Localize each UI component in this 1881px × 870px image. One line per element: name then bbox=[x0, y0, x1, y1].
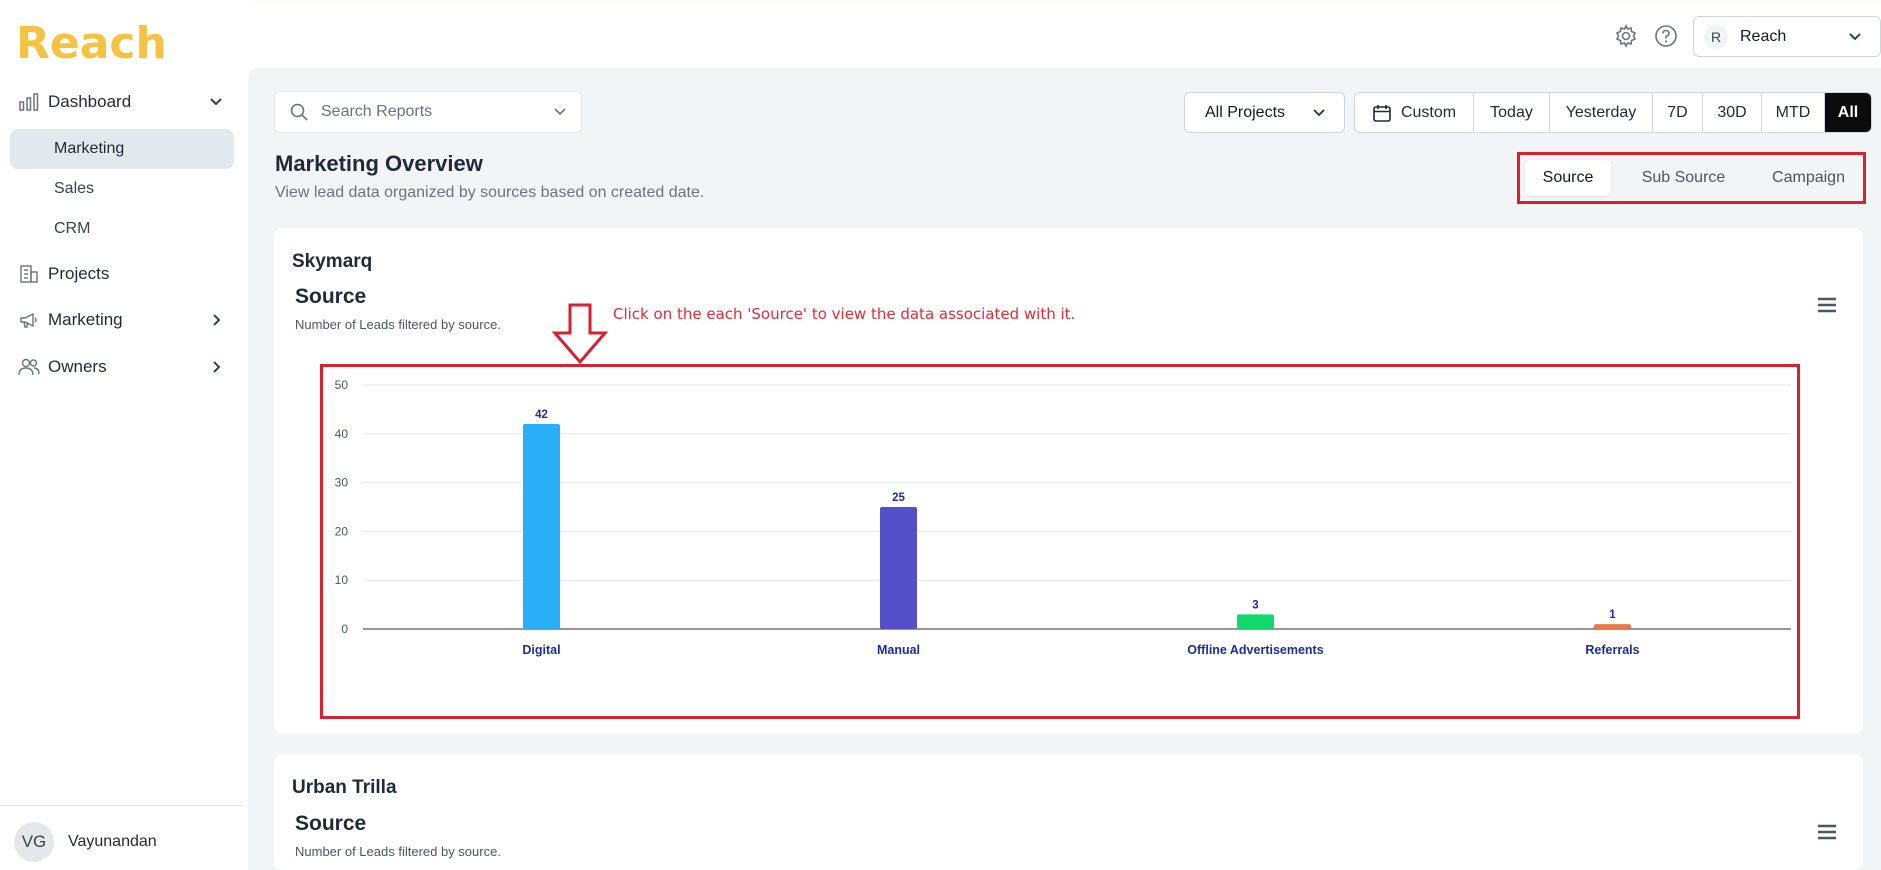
chart-subtitle: Number of Leads filtered by source. bbox=[295, 317, 501, 332]
project-select[interactable]: All Projects bbox=[1184, 92, 1345, 133]
sidebar-item-label: Marketing bbox=[48, 310, 123, 329]
tab-campaign[interactable]: Campaign bbox=[1772, 169, 1845, 186]
sidebar-item-dashboard[interactable]: Dashboard bbox=[18, 84, 233, 120]
sidebar: Reach Dashboard Marketing Sales CRM Proj… bbox=[0, 0, 248, 870]
chevron-down-icon bbox=[1312, 105, 1326, 126]
y-tick-label: 0 bbox=[341, 622, 348, 636]
project-name: Skymarq bbox=[292, 251, 373, 272]
chevron-down-icon bbox=[1848, 29, 1862, 50]
y-tick-label: 10 bbox=[335, 573, 349, 587]
bar[interactable] bbox=[880, 507, 917, 629]
page-subtitle: View lead data organized by sources base… bbox=[275, 184, 705, 201]
search-placeholder: Search Reports bbox=[321, 103, 433, 120]
chevron-right-icon bbox=[209, 358, 225, 376]
sidebar-subitem-crm[interactable]: CRM bbox=[54, 220, 91, 237]
date-range-selector: Custom Today Yesterday 7D 30D MTD All bbox=[1354, 92, 1872, 133]
data-label: 3 bbox=[1252, 599, 1258, 611]
building-icon bbox=[18, 263, 40, 285]
sidebar-item-marketing[interactable]: Marketing bbox=[18, 302, 233, 338]
range-mtd[interactable]: MTD bbox=[1762, 93, 1825, 132]
data-label: 25 bbox=[892, 492, 905, 504]
account-switcher[interactable]: R Reach bbox=[1693, 16, 1881, 57]
range-today[interactable]: Today bbox=[1474, 93, 1550, 132]
bar[interactable] bbox=[1594, 624, 1631, 629]
tab-source[interactable]: Source bbox=[1525, 160, 1611, 196]
range-label: Custom bbox=[1400, 103, 1457, 121]
range-custom[interactable]: Custom bbox=[1355, 93, 1474, 132]
bar[interactable] bbox=[1237, 614, 1274, 629]
sidebar-item-label: Dashboard bbox=[48, 92, 132, 111]
y-tick-label: 40 bbox=[335, 427, 349, 441]
search-input[interactable]: Search Reports bbox=[274, 91, 582, 133]
view-tabs: Source Sub Source Campaign bbox=[1517, 152, 1866, 204]
y-tick-label: 20 bbox=[335, 524, 349, 538]
sidebar-subitem-marketing[interactable]: Marketing bbox=[10, 129, 234, 169]
account-name: Reach bbox=[1740, 27, 1787, 45]
range-yesterday[interactable]: Yesterday bbox=[1550, 93, 1653, 132]
bar-chart: 0 10 20 30 40 50 42 Digital 25 Manual 3 Offline Adv… bbox=[335, 378, 1791, 657]
x-tick-label[interactable]: Referrals bbox=[1585, 643, 1639, 657]
x-tick-label[interactable]: Digital bbox=[522, 643, 560, 657]
users-icon bbox=[18, 356, 40, 378]
app-logo[interactable]: Reach bbox=[16, 18, 167, 69]
sidebar-item-owners[interactable]: Owners bbox=[18, 349, 233, 385]
project-name: Urban Trilla bbox=[292, 777, 397, 798]
sidebar-subitem-sales[interactable]: Sales bbox=[54, 180, 95, 197]
calendar-icon bbox=[1372, 103, 1392, 123]
range-all[interactable]: All bbox=[1825, 93, 1871, 132]
data-label: 42 bbox=[535, 409, 548, 421]
bar[interactable] bbox=[523, 424, 560, 629]
megaphone-icon bbox=[18, 309, 40, 331]
chart-menu-icon[interactable] bbox=[1816, 296, 1838, 314]
account-avatar: R bbox=[1704, 24, 1728, 49]
data-label: 1 bbox=[1609, 609, 1616, 621]
chart-annotation: Click on the each 'Source' to view the d… bbox=[613, 305, 1076, 323]
chevron-right-icon bbox=[209, 311, 225, 329]
range-7d[interactable]: 7D bbox=[1653, 93, 1703, 132]
user-profile[interactable]: VG Vayunandan bbox=[0, 805, 243, 870]
project-select-value: All Projects bbox=[1205, 103, 1286, 121]
sidebar-item-label: Projects bbox=[48, 264, 110, 283]
tab-sub-source[interactable]: Sub Source bbox=[1641, 169, 1726, 186]
chart-title: Source bbox=[295, 285, 367, 308]
chart-title: Source bbox=[295, 812, 367, 835]
x-tick-label[interactable]: Offline Advertisements bbox=[1187, 643, 1323, 657]
settings-icon[interactable] bbox=[1614, 24, 1638, 48]
chevron-down-icon bbox=[553, 105, 567, 124]
user-name: Vayunandan bbox=[68, 833, 157, 850]
page-title: Marketing Overview bbox=[275, 151, 483, 176]
x-tick-label[interactable]: Manual bbox=[877, 643, 920, 657]
project-card: Urban Trilla Source Number of Leads filt… bbox=[274, 754, 1863, 870]
range-30d[interactable]: 30D bbox=[1703, 93, 1762, 132]
chart-subtitle: Number of Leads filtered by source. bbox=[295, 844, 501, 859]
help-icon[interactable] bbox=[1654, 24, 1678, 48]
sidebar-item-projects[interactable]: Projects bbox=[18, 256, 233, 292]
y-tick-label: 50 bbox=[335, 378, 349, 392]
sidebar-item-label: Owners bbox=[48, 357, 107, 376]
chart-highlight-box: 0 10 20 30 40 50 42 Digital 25 Manual 3 Offline Adv… bbox=[320, 364, 1800, 719]
bar-chart-icon bbox=[18, 91, 40, 113]
search-icon bbox=[289, 102, 309, 122]
down-arrow-icon bbox=[552, 303, 608, 365]
avatar: VG bbox=[14, 822, 54, 862]
y-tick-label: 30 bbox=[335, 476, 349, 490]
top-strip bbox=[0, 0, 1881, 4]
chart-menu-icon[interactable] bbox=[1816, 823, 1838, 841]
chevron-down-icon bbox=[209, 93, 225, 111]
